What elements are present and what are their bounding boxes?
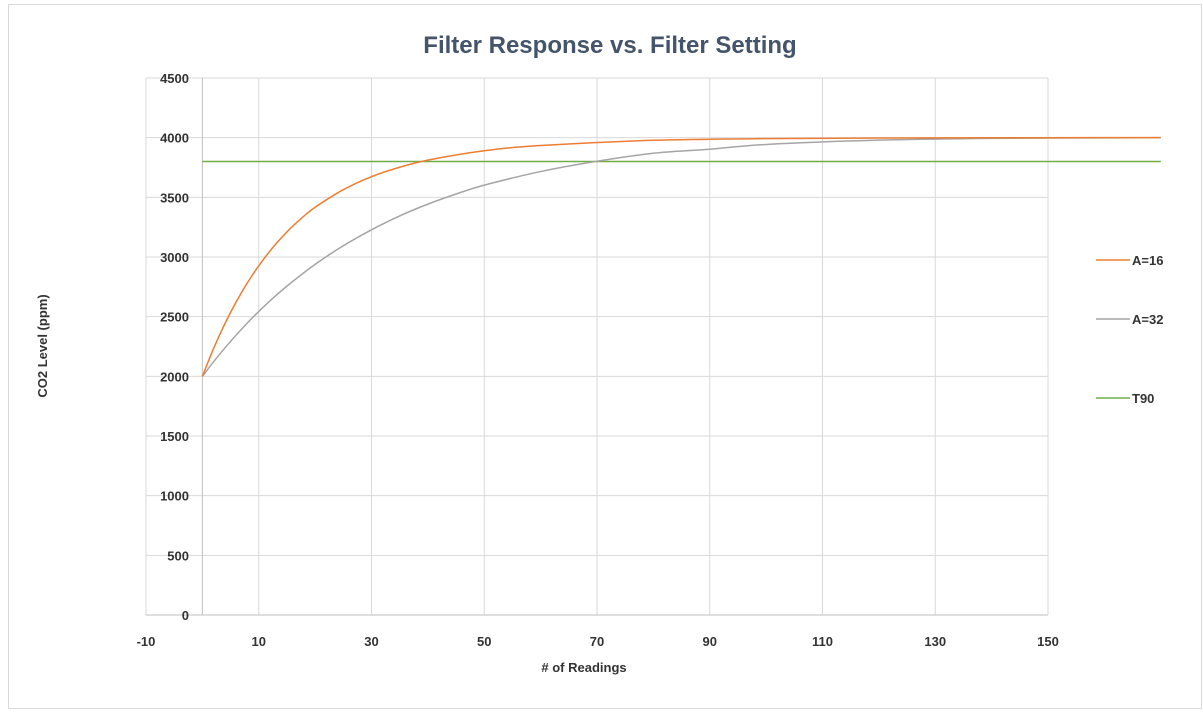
gridlines: [145, 77, 1049, 615]
series-line-a-16: [201, 136, 1161, 377]
y-tick-label: 3000: [160, 250, 189, 265]
x-tick-label: 110: [812, 634, 833, 649]
x-tick-label: 50: [477, 634, 491, 649]
chart-title: Filter Response vs. Filter Setting: [423, 32, 796, 59]
y-tick-label: 4000: [160, 131, 189, 146]
axes: [146, 78, 1048, 616]
y-tick-label: 4500: [160, 71, 189, 86]
series-line-a-32: [201, 136, 1161, 377]
x-axis-title: # of Readings: [541, 660, 626, 675]
y-tick-label: 3500: [160, 190, 189, 205]
x-tick-label: 70: [590, 634, 604, 649]
legend-label: A=32: [1132, 312, 1163, 327]
x-tick-label: 30: [364, 634, 378, 649]
line-chart: Filter Response vs. Filter Setting 0 500 1…: [35, 32, 1163, 675]
x-tick-label: 130: [924, 634, 946, 649]
legend-label: A=16: [1132, 253, 1163, 268]
tick-labels: 0 500 1000 1500 2000 2500 3000 3500 4000 4500 -10 1…: [137, 71, 1059, 649]
y-tick-label: 0: [182, 608, 189, 623]
x-tick-label: 10: [252, 634, 266, 649]
y-tick-label: 1500: [160, 429, 189, 444]
x-tick-label: 90: [703, 634, 717, 649]
y-tick-label: 500: [167, 548, 189, 563]
x-tick-label: 150: [1037, 634, 1059, 649]
y-axis-title: CO2 Level (ppm): [35, 294, 50, 397]
legend-label: T90: [1132, 391, 1154, 406]
chart-area: Filter Response vs. Filter Setting 0 500 1…: [8, 4, 1202, 709]
y-tick-label: 1000: [160, 489, 189, 504]
y-tick-label: 2000: [160, 369, 189, 384]
legend: A=16 A=32 T90: [1096, 253, 1163, 406]
x-tick-label: -10: [137, 634, 156, 649]
series-lines: [201, 136, 1161, 377]
y-tick-label: 2500: [160, 310, 189, 325]
